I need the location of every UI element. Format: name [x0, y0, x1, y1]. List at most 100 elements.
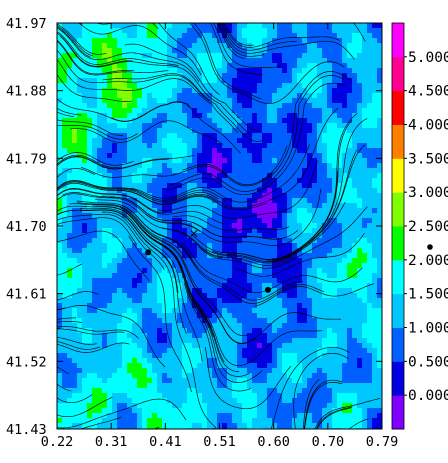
heatmap-cell: [302, 253, 308, 259]
heatmap-cell: [67, 138, 73, 144]
heatmap-cell: [62, 158, 68, 164]
heatmap-cell: [272, 248, 278, 254]
heatmap-cell: [67, 378, 73, 384]
heatmap-cell: [197, 333, 203, 339]
heatmap-cell: [257, 173, 263, 179]
heatmap-cell: [142, 288, 148, 294]
heatmap-cell: [342, 193, 348, 199]
heatmap-cell: [292, 253, 298, 259]
heatmap-cell: [242, 393, 248, 399]
heatmap-cell: [307, 133, 313, 139]
heatmap-cell: [327, 243, 333, 249]
heatmap-cell: [137, 113, 143, 119]
heatmap-cell: [342, 213, 348, 219]
heatmap-cell: [352, 78, 358, 84]
heatmap-cell: [212, 393, 218, 399]
heatmap-cell: [322, 388, 328, 394]
heatmap-cell: [257, 358, 263, 364]
heatmap-cell: [297, 148, 303, 154]
heatmap-cell: [157, 278, 163, 284]
heatmap-cell: [87, 43, 93, 49]
heatmap-cell: [362, 68, 368, 74]
heatmap-cell: [362, 228, 368, 234]
heatmap-cell: [222, 308, 228, 314]
heatmap-cell: [232, 363, 238, 369]
heatmap-cell: [192, 343, 198, 349]
heatmap-cell: [147, 373, 153, 379]
heatmap-cell: [167, 388, 173, 394]
heatmap-cell: [217, 383, 223, 389]
heatmap-cell: [142, 183, 148, 189]
heatmap-cell: [87, 103, 93, 109]
heatmap-cell: [332, 153, 338, 159]
heatmap-cell: [192, 223, 198, 229]
heatmap-cell: [247, 193, 253, 199]
heatmap-cell: [147, 263, 153, 269]
heatmap-cell: [167, 203, 173, 209]
heatmap-cell: [262, 158, 268, 164]
heatmap-cell: [297, 103, 303, 109]
heatmap-cell: [77, 63, 83, 69]
heatmap-cell: [182, 328, 188, 334]
heatmap-cell: [202, 348, 208, 354]
heatmap-cell: [357, 388, 363, 394]
heatmap-cell: [297, 278, 303, 284]
heatmap-cell: [377, 268, 382, 274]
heatmap-cell: [342, 118, 348, 124]
heatmap-cell: [107, 58, 113, 64]
heatmap-cell: [322, 253, 328, 259]
heatmap-cell: [372, 373, 378, 379]
heatmap-cell: [187, 53, 193, 59]
heatmap-cell: [377, 148, 382, 154]
heatmap-cell: [342, 63, 348, 69]
heatmap-cell: [157, 63, 163, 69]
heatmap-cell: [262, 198, 268, 204]
heatmap-cell: [297, 68, 303, 74]
heatmap-cell: [72, 258, 78, 264]
heatmap-cell: [287, 243, 293, 249]
heatmap-cell: [192, 338, 198, 344]
heatmap-cell: [112, 63, 118, 69]
heatmap-cell: [162, 98, 168, 104]
heatmap-cell: [192, 33, 198, 39]
heatmap-cell: [77, 163, 83, 169]
heatmap-cell: [177, 223, 183, 229]
heatmap-cell: [127, 43, 133, 49]
heatmap-cell: [227, 123, 233, 129]
heatmap-cell: [357, 218, 363, 224]
heatmap-cell: [177, 63, 183, 69]
heatmap-cell: [122, 133, 128, 139]
heatmap-cell: [342, 368, 348, 374]
heatmap-cell: [277, 273, 283, 279]
heatmap-cell: [292, 58, 298, 64]
heatmap-cell: [92, 123, 98, 129]
heatmap-cell: [372, 363, 378, 369]
heatmap-cell: [92, 313, 98, 319]
heatmap-cell: [57, 193, 63, 199]
heatmap-cell: [362, 258, 368, 264]
heatmap-cell: [207, 93, 213, 99]
heatmap-cell: [167, 213, 173, 219]
heatmap-cell: [222, 223, 228, 229]
heatmap-cell: [202, 148, 208, 154]
heatmap-cell: [92, 348, 98, 354]
heatmap-cell: [287, 248, 293, 254]
heatmap-cell: [257, 183, 263, 189]
heatmap-cell: [282, 293, 288, 299]
heatmap-cell: [252, 383, 258, 389]
heatmap-cell: [212, 243, 218, 249]
heatmap-cell: [377, 298, 382, 304]
heatmap-cell: [177, 328, 183, 334]
heatmap-cell: [292, 288, 298, 294]
heatmap-cell: [177, 233, 183, 239]
heatmap-cell: [367, 303, 373, 309]
heatmap-cell: [262, 168, 268, 174]
heatmap-cell: [377, 388, 382, 394]
heatmap-cell: [257, 133, 263, 139]
heatmap-cell: [302, 403, 308, 409]
heatmap-cell: [317, 348, 323, 354]
heatmap-cell: [87, 138, 93, 144]
heatmap-cell: [97, 388, 103, 394]
heatmap-cell: [67, 258, 73, 264]
heatmap-cell: [362, 373, 368, 379]
